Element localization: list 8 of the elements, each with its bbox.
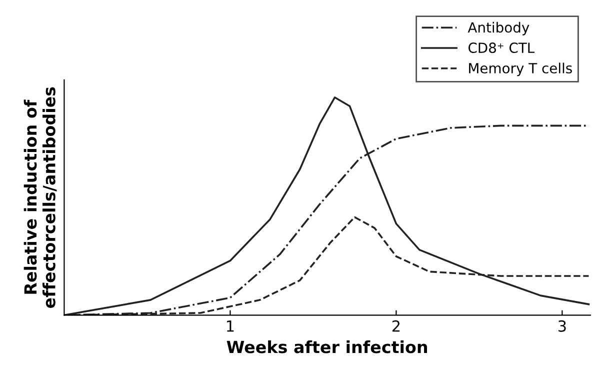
y-axis-title: Relative induction of effectorcells/antibodies xyxy=(24,87,57,308)
legend-label: CD8⁺ CTL xyxy=(468,42,535,54)
x-tick-label: 2 xyxy=(392,320,400,332)
legend-label: Memory T cells xyxy=(469,62,572,76)
x-tick-label: 3 xyxy=(558,320,566,332)
legend-label: Antibody xyxy=(468,22,530,36)
x-axis-title: Weeks after infection xyxy=(226,340,427,354)
x-tick-label: 1 xyxy=(227,320,234,332)
